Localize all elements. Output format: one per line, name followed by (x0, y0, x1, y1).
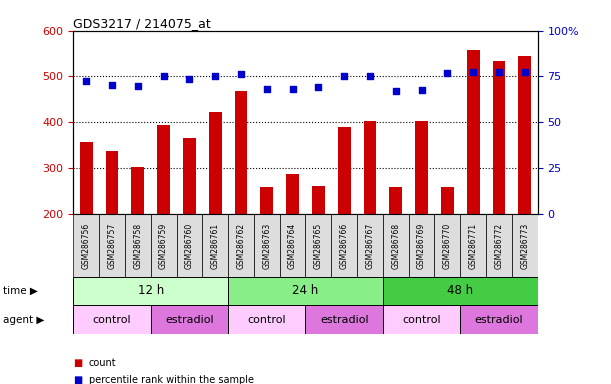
Text: GDS3217 / 214075_at: GDS3217 / 214075_at (73, 17, 211, 30)
Bar (228, 305, 306, 334)
Bar (415, 121, 428, 214)
Bar (228, 214, 254, 276)
Text: GSM286766: GSM286766 (340, 223, 349, 270)
Bar (151, 214, 177, 276)
Bar (80, 142, 93, 214)
Point (159, 73, 169, 79)
Text: GSM286764: GSM286764 (288, 223, 297, 270)
Text: GSM286767: GSM286767 (365, 223, 375, 270)
Text: control: control (402, 315, 441, 325)
Bar (73, 305, 151, 334)
Point (81, 78, 91, 84)
Text: 48 h: 48 h (447, 285, 474, 298)
Text: estradiol: estradiol (320, 315, 368, 325)
Point (417, 87, 426, 93)
Point (339, 73, 349, 79)
Bar (260, 187, 273, 214)
Text: GSM286765: GSM286765 (314, 223, 323, 270)
Bar (486, 214, 512, 276)
Text: GSM286756: GSM286756 (82, 223, 90, 270)
Bar (306, 305, 383, 334)
Text: GSM286770: GSM286770 (443, 223, 452, 270)
Bar (151, 305, 228, 334)
Text: GSM286771: GSM286771 (469, 223, 478, 269)
Bar (312, 186, 325, 214)
Bar (280, 214, 306, 276)
Bar (209, 112, 222, 214)
Bar (383, 214, 409, 276)
Text: GSM286761: GSM286761 (211, 223, 220, 269)
Text: GSM286762: GSM286762 (236, 223, 246, 269)
Bar (157, 125, 170, 214)
Bar (383, 276, 538, 305)
Bar (125, 214, 151, 276)
Text: time ▶: time ▶ (3, 286, 38, 296)
Text: 24 h: 24 h (293, 285, 318, 298)
Bar (183, 138, 196, 214)
Point (520, 69, 530, 75)
Point (236, 71, 246, 77)
Point (210, 73, 220, 79)
Bar (131, 167, 144, 214)
Point (494, 69, 504, 75)
Text: GSM286769: GSM286769 (417, 223, 426, 270)
Text: percentile rank within the sample: percentile rank within the sample (89, 375, 254, 384)
Bar (228, 276, 383, 305)
Text: GSM286760: GSM286760 (185, 223, 194, 270)
Bar (73, 214, 99, 276)
Bar (441, 187, 454, 214)
Text: 12 h: 12 h (137, 285, 164, 298)
Bar (177, 214, 202, 276)
Bar (106, 151, 119, 214)
Text: GSM286772: GSM286772 (494, 223, 503, 269)
Bar (286, 174, 299, 214)
Bar (512, 214, 538, 276)
Text: ■: ■ (73, 375, 82, 384)
Text: estradiol: estradiol (475, 315, 523, 325)
Bar (306, 214, 331, 276)
Bar (518, 56, 531, 214)
Bar (389, 187, 402, 214)
Text: control: control (93, 315, 131, 325)
Bar (254, 214, 280, 276)
Bar (338, 127, 351, 214)
Text: count: count (89, 358, 116, 368)
Bar (434, 214, 460, 276)
Bar (460, 214, 486, 276)
Bar (235, 91, 247, 214)
Text: GSM286759: GSM286759 (159, 223, 168, 270)
Point (185, 76, 194, 82)
Text: GSM286763: GSM286763 (262, 223, 271, 270)
Bar (99, 214, 125, 276)
Text: ■: ■ (73, 358, 82, 368)
Text: agent ▶: agent ▶ (3, 315, 45, 325)
Bar (409, 214, 434, 276)
Point (107, 82, 117, 88)
Point (442, 70, 452, 76)
Text: estradiol: estradiol (165, 315, 214, 325)
Text: GSM286758: GSM286758 (133, 223, 142, 269)
Text: GSM286773: GSM286773 (521, 223, 529, 270)
Point (313, 83, 323, 89)
Bar (357, 214, 383, 276)
Bar (492, 61, 505, 214)
Text: GSM286768: GSM286768 (391, 223, 400, 269)
Point (133, 83, 143, 89)
Text: control: control (247, 315, 286, 325)
Point (391, 88, 401, 94)
Bar (73, 276, 228, 305)
Bar (460, 305, 538, 334)
Bar (331, 214, 357, 276)
Bar (364, 121, 376, 214)
Point (468, 69, 478, 75)
Text: GSM286757: GSM286757 (108, 223, 117, 270)
Point (262, 86, 272, 92)
Bar (202, 214, 228, 276)
Point (288, 86, 298, 93)
Bar (383, 305, 460, 334)
Bar (467, 50, 480, 214)
Point (365, 73, 375, 79)
